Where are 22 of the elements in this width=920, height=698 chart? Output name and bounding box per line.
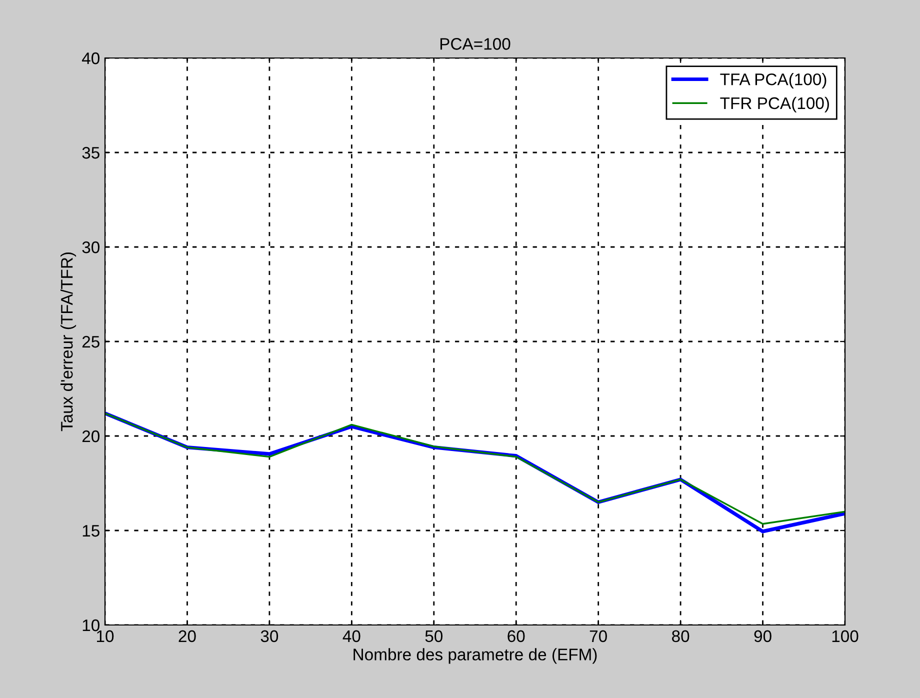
- legend-label: TFA PCA(100): [720, 73, 826, 89]
- x-axis-title: Nombre des parametre de (EFM): [354, 648, 597, 664]
- x-tick-label: 60: [508, 630, 525, 642]
- y-axis-title: Taux d'erreur (TFA/TFR): [60, 252, 76, 432]
- y-tick-label: 20: [82, 430, 100, 442]
- x-tick-label: 100: [832, 630, 858, 642]
- y-tick-label: 35: [82, 146, 100, 159]
- chart-title: PCA=100: [440, 38, 510, 50]
- x-tick-label: 90: [754, 630, 772, 642]
- y-tick-label: 30: [82, 241, 100, 254]
- x-tick-label: 50: [425, 630, 443, 642]
- x-tick-label: 30: [260, 630, 278, 642]
- y-tick-label: 40: [82, 52, 100, 64]
- x-tick-label: 40: [342, 630, 360, 642]
- y-tick-label: 10: [82, 619, 100, 632]
- y-tick-label: 15: [82, 525, 100, 537]
- x-tick-label: 80: [672, 630, 690, 642]
- y-tick-label: 25: [82, 336, 100, 348]
- legend-label: TFR PCA(100): [720, 96, 829, 112]
- x-tick-label: 10: [97, 630, 114, 642]
- x-tick-label: 20: [178, 630, 196, 642]
- x-tick-label: 70: [590, 630, 607, 642]
